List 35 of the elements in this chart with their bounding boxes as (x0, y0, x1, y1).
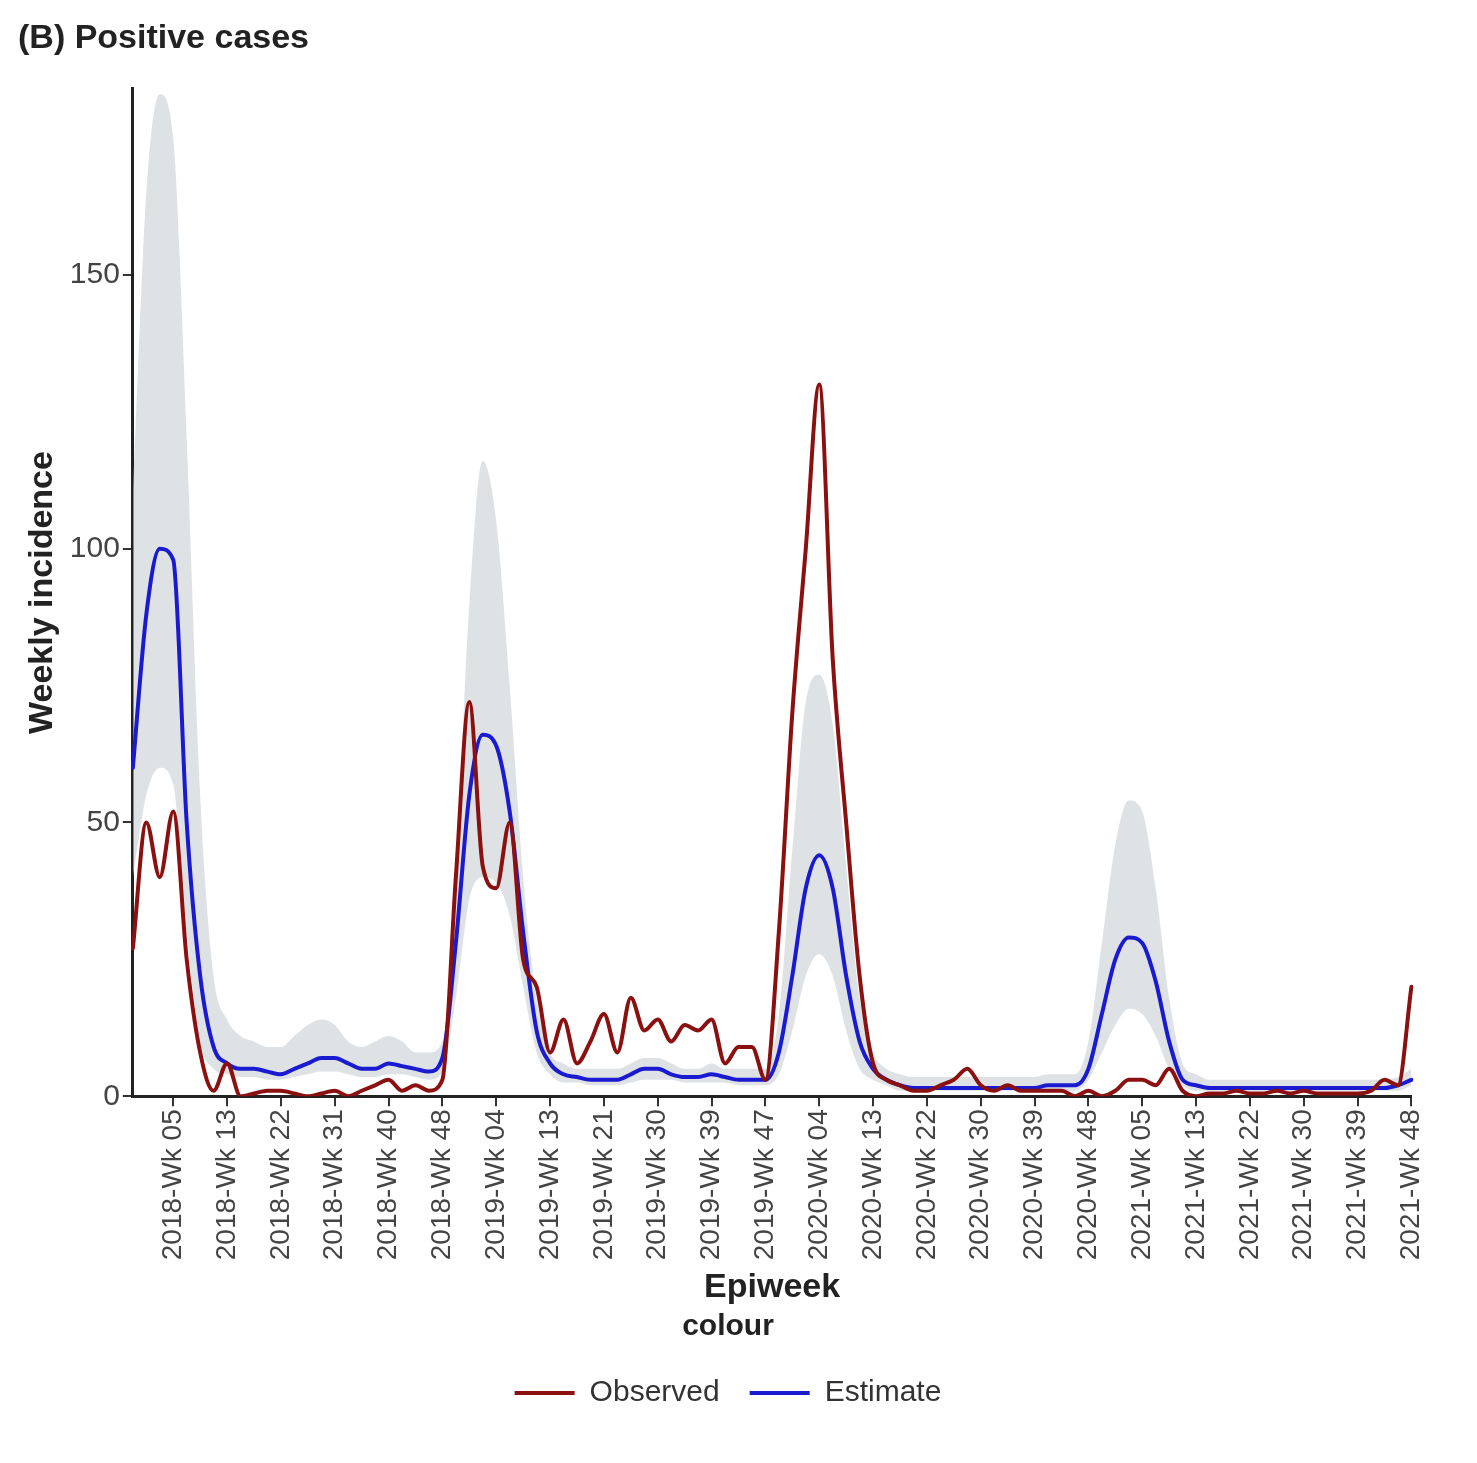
x-tick-label: 2021-Wk 39 (1340, 1109, 1372, 1261)
y-axis-title: Weekly incidence (20, 451, 59, 734)
x-tick-label: 2018-Wk 48 (425, 1109, 457, 1261)
x-tick-label: 2021-Wk 05 (1124, 1109, 1156, 1261)
x-tick-label: 2020-Wk 30 (963, 1109, 995, 1261)
x-tick-label: 2018-Wk 40 (371, 1109, 403, 1261)
chart-title: (B) Positive cases (18, 16, 310, 55)
legend-label: Observed (589, 1374, 720, 1408)
legend-title: colour (682, 1308, 775, 1342)
x-tick-label: 2020-Wk 13 (855, 1109, 887, 1261)
x-tick-label: 2021-Wk 13 (1178, 1109, 1210, 1261)
x-tick-label: 2019-Wk 47 (748, 1109, 780, 1261)
x-tick-label: 2019-Wk 39 (694, 1109, 726, 1261)
x-tick-label: 2021-Wk 30 (1286, 1109, 1318, 1261)
x-tick-label: 2018-Wk 22 (263, 1109, 295, 1261)
x-tick-label: 2020-Wk 48 (1071, 1109, 1103, 1261)
x-tick-label: 2021-Wk 48 (1394, 1109, 1426, 1261)
line-series (130, 546, 1414, 1091)
x-axis-title: Epiweek (704, 1265, 841, 1304)
legend-label: Estimate (824, 1374, 942, 1408)
x-tick-label: 2018-Wk 31 (317, 1109, 349, 1261)
x-tick-label: 2020-Wk 39 (1017, 1109, 1049, 1261)
y-tick-label: 100 (69, 529, 120, 563)
y-tick-label: 50 (86, 803, 120, 837)
x-tick-label: 2019-Wk 21 (586, 1109, 618, 1261)
x-tick-label: 2018-Wk 13 (209, 1109, 241, 1261)
y-tick-label: 0 (103, 1077, 120, 1111)
x-tick-label: 2021-Wk 22 (1232, 1109, 1264, 1261)
y-tick-label: 150 (69, 256, 120, 290)
x-tick-label: 2019-Wk 04 (478, 1109, 510, 1261)
x-tick-label: 2018-Wk 05 (155, 1109, 187, 1261)
x-tick-label: 2019-Wk 13 (532, 1109, 564, 1261)
x-tick-label: 2020-Wk 22 (909, 1109, 941, 1261)
x-tick-label: 2019-Wk 30 (640, 1109, 672, 1261)
x-tick-label: 2020-Wk 04 (801, 1109, 833, 1261)
